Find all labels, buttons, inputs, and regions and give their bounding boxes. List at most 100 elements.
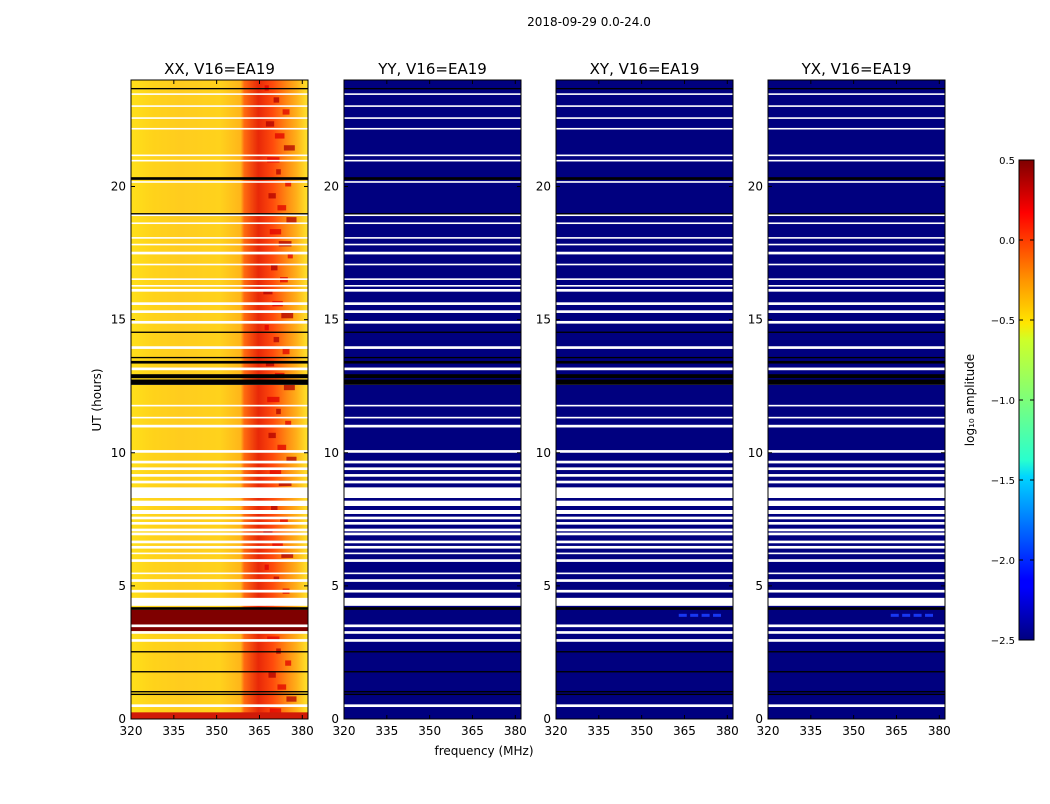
- hot-speckle: [267, 396, 280, 403]
- flagged-row: [131, 516, 308, 520]
- flagged-row: [344, 93, 521, 95]
- separator-row: [131, 213, 308, 215]
- flagged-row: [556, 117, 733, 119]
- panel-frame: [767, 79, 946, 720]
- separator-row: [556, 177, 733, 180]
- flagged-row: [344, 214, 521, 217]
- hot-speckle: [264, 85, 269, 91]
- flagged-row: [131, 310, 308, 313]
- flagged-row: [344, 181, 521, 183]
- blip-mark: [925, 613, 934, 617]
- flagged-row: [344, 474, 521, 477]
- hot-speckle: [281, 312, 294, 319]
- y-tick-label: 10: [111, 446, 126, 460]
- flagged-row: [556, 367, 733, 371]
- y-tick-label: 20: [111, 180, 126, 194]
- hot-speckle: [264, 324, 269, 331]
- hot-speckle: [281, 552, 294, 558]
- flagged-row: [131, 117, 308, 119]
- flagged-row: [344, 516, 521, 520]
- panel-blue-3: YX, V16=EA19 320 335 350 365 380 0 5 10 15 20: [748, 60, 951, 738]
- x-tick-label: 320: [757, 724, 780, 738]
- flagged-row: [556, 521, 733, 525]
- y-axis-label: UT (hours): [90, 368, 104, 431]
- separator-row: [131, 691, 308, 693]
- separator-row: [556, 691, 733, 693]
- y-ticks: 0 5 10 15 20: [536, 180, 733, 726]
- hot-speckle: [282, 109, 290, 115]
- separator-row: [344, 177, 521, 180]
- flagged-row: [344, 310, 521, 313]
- hot-speckle: [271, 504, 278, 510]
- flagged-row: [556, 289, 733, 292]
- flagged-row: [768, 105, 945, 107]
- flagged-row: [344, 251, 521, 255]
- flagged-row: [344, 460, 521, 464]
- separator-row: [344, 360, 521, 364]
- separator-row: [768, 356, 945, 359]
- heatmap-field: [556, 80, 733, 719]
- flagged-row: [768, 552, 945, 555]
- flagged-row: [556, 105, 733, 107]
- flagged-row: [344, 346, 521, 349]
- flagged-row: [556, 589, 733, 593]
- flagged-row: [131, 631, 308, 634]
- flagged-row: [768, 117, 945, 119]
- x-tick-label: 320: [545, 724, 568, 738]
- flagged-row: [556, 500, 733, 506]
- hot-speckle: [282, 348, 290, 355]
- flagged-row: [556, 532, 733, 536]
- flagged-row: [344, 302, 521, 305]
- flagged-row: [344, 117, 521, 119]
- separator-row: [768, 379, 945, 385]
- colorbar-ticks: 0.5 0.0 −0.5 −1.0 −1.5 −2.0 −2.5: [991, 156, 1034, 647]
- flagged-row: [131, 154, 308, 157]
- separator-row: [768, 691, 945, 693]
- separator-row: [768, 177, 945, 180]
- panel-frame: [343, 79, 522, 720]
- flagged-row: [344, 487, 521, 499]
- flagged-row: [556, 474, 733, 477]
- flagged-row: [344, 532, 521, 536]
- hot-speckle: [268, 672, 276, 678]
- flagged-row: [556, 540, 733, 544]
- flagged-row: [344, 320, 521, 324]
- hot-speckle: [286, 217, 297, 223]
- flagged-row: [556, 243, 733, 246]
- flagged-row: [344, 285, 521, 287]
- separator-row: [768, 607, 945, 610]
- separator-row: [131, 607, 308, 610]
- y-tick-label: 0: [118, 712, 126, 726]
- y-ticks: 0 5 10 15 20: [748, 180, 945, 726]
- hot-speckle: [286, 696, 297, 702]
- flagged-row: [344, 572, 521, 575]
- x-tick-label: 350: [205, 724, 228, 738]
- separator-row: [556, 671, 733, 673]
- flagged-row: [131, 214, 308, 217]
- flagged-row: [556, 579, 733, 582]
- separator-row: [556, 651, 733, 653]
- separator-row: [556, 213, 733, 215]
- separator-row: [556, 360, 733, 364]
- flagged-row: [556, 285, 733, 287]
- flagged-row: [768, 540, 945, 544]
- flagged-row: [344, 624, 521, 628]
- hot-speckle: [268, 432, 276, 439]
- saturated-block: [131, 609, 308, 632]
- flagged-row: [556, 127, 733, 130]
- separator-row: [556, 87, 733, 90]
- separator-row: [768, 213, 945, 215]
- flagged-row: [556, 404, 733, 407]
- x-tick-label: 380: [716, 724, 739, 738]
- flagged-row: [768, 639, 945, 642]
- y-tick-label: 0: [543, 712, 551, 726]
- hot-speckle: [276, 408, 281, 415]
- flagged-row: [556, 237, 733, 239]
- flagged-row: [344, 589, 521, 593]
- flagged-row: [344, 579, 521, 582]
- flagged-row: [556, 214, 733, 217]
- x-tick-label: 320: [333, 724, 356, 738]
- flagged-row: [344, 545, 521, 549]
